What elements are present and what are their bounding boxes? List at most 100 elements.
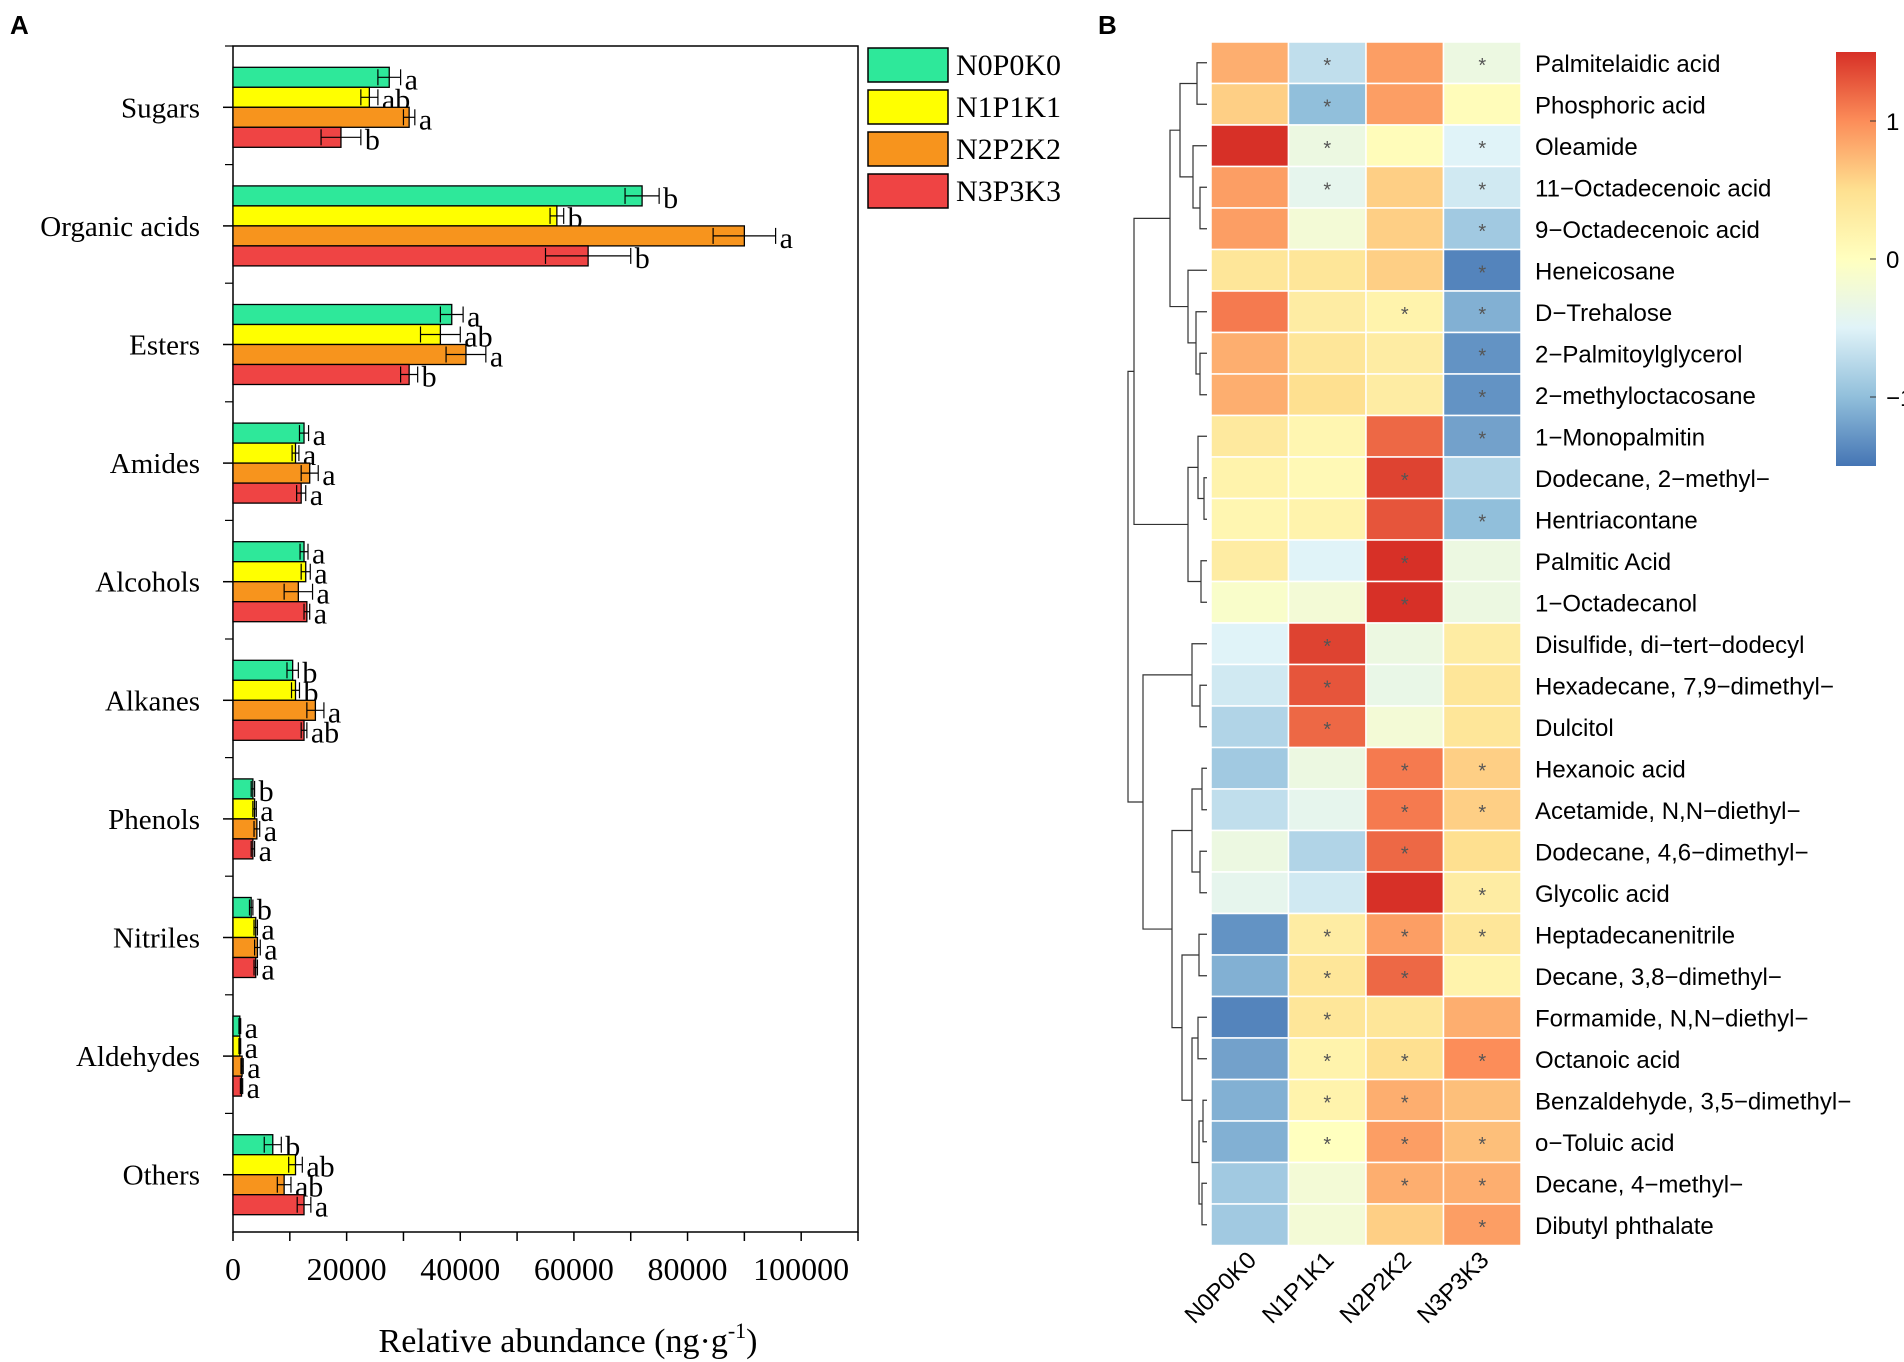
significance-star: * xyxy=(1323,1134,1331,1156)
row-label: Hexadecane, 7,9−dimethyl− xyxy=(1535,673,1834,700)
heatmap-cell xyxy=(1210,290,1290,334)
significance-star: * xyxy=(1401,470,1409,492)
significance-star: * xyxy=(1401,926,1409,948)
panel-b-letter: B xyxy=(1098,10,1117,40)
heatmap-cell xyxy=(1442,1161,1522,1205)
dendrogram-branch xyxy=(1179,82,1197,178)
significance-letter: a xyxy=(780,222,793,255)
heatmap-cell xyxy=(1287,580,1367,624)
heatmap-cell xyxy=(1210,207,1290,251)
heatmap-cell xyxy=(1287,871,1367,915)
significance-star: * xyxy=(1323,636,1331,658)
heatmap-cell xyxy=(1287,539,1367,583)
heatmap-cell xyxy=(1210,912,1290,956)
column-label: N2P2K2 xyxy=(1335,1247,1417,1329)
row-label: Hentriacontane xyxy=(1535,507,1698,534)
significance-star: * xyxy=(1401,1051,1409,1073)
significance-star: * xyxy=(1478,55,1486,77)
heatmap-cell xyxy=(1287,829,1367,873)
significance-letter: b xyxy=(422,361,437,394)
significance-star: * xyxy=(1478,1217,1486,1239)
bar xyxy=(232,561,307,583)
heatmap-cell xyxy=(1210,165,1290,209)
heatmap-cell xyxy=(1210,539,1290,583)
heatmap-cell xyxy=(1365,705,1445,749)
heatmap-cell xyxy=(1210,580,1290,624)
heatmap-cell xyxy=(1210,82,1290,126)
heatmap-cell xyxy=(1210,871,1290,915)
significance-letter: a xyxy=(247,1052,260,1085)
heatmap-cell xyxy=(1365,124,1445,168)
dendrogram-branch xyxy=(1197,1016,1207,1060)
dendrogram-branch xyxy=(1187,269,1207,344)
significance-letter: a xyxy=(490,341,503,374)
category-label: Sugars xyxy=(121,92,200,124)
heatmap-cell xyxy=(1287,995,1367,1039)
significance-letter: a xyxy=(264,815,277,848)
significance-letter: ab xyxy=(464,321,492,354)
significance-star: * xyxy=(1323,968,1331,990)
row-label: Formamide, N,N−diethyl− xyxy=(1535,1005,1808,1032)
heatmap-cell xyxy=(1442,1078,1522,1122)
heatmap-cell xyxy=(1365,165,1445,209)
x-tick-label: 80000 xyxy=(648,1251,728,1287)
significance-letter: a xyxy=(314,558,327,591)
significance-star: * xyxy=(1323,719,1331,741)
heatmap-cell xyxy=(1210,456,1290,500)
category-label: Esters xyxy=(129,330,200,362)
heatmap-cells: * * * * * * * * * * * * * * * * * * * * * * * * * * * * * * * * * * * * * * * *… xyxy=(1210,41,1522,1247)
bar xyxy=(232,896,252,919)
heatmap-cell xyxy=(1365,82,1445,126)
heatmap-cell xyxy=(1210,1120,1290,1164)
heatmap-cell xyxy=(1365,207,1445,251)
dendrogram-branch xyxy=(1133,217,1188,526)
bar xyxy=(232,363,410,386)
bar xyxy=(232,303,453,326)
heatmap-cell xyxy=(1287,248,1367,292)
heatmap-cell xyxy=(1210,248,1290,292)
heatmap-cell xyxy=(1365,663,1445,707)
row-label: 2−methyloctacosane xyxy=(1535,383,1756,410)
category-label: Organic acids xyxy=(40,211,200,243)
bar xyxy=(232,245,589,267)
row-label: Dodecane, 4,6−dimethyl− xyxy=(1535,839,1809,866)
bar xyxy=(232,323,442,346)
significance-star: * xyxy=(1323,1051,1331,1073)
bar xyxy=(232,956,257,979)
row-label: Hexanoic acid xyxy=(1535,756,1686,783)
bar xyxy=(232,936,259,959)
heatmap-cell xyxy=(1442,788,1522,832)
dendrogram-branch xyxy=(1142,674,1192,930)
significance-star: * xyxy=(1478,760,1486,782)
x-axis-label: Relative abundance (ng·g-1) xyxy=(379,1318,758,1360)
category-axis: Sugars Organic acids Esters Amides Alcohols A… xyxy=(40,45,233,1192)
heatmap-cell xyxy=(1210,1078,1290,1122)
heatmap-cell xyxy=(1287,1037,1367,1081)
significance-star: * xyxy=(1478,511,1486,533)
category-label: Nitriles xyxy=(113,923,200,955)
bar xyxy=(232,699,317,721)
row-label: Palmitelaidic acid xyxy=(1535,51,1720,78)
significance-star: * xyxy=(1323,1009,1331,1031)
significance-letter: a xyxy=(310,479,323,512)
bar xyxy=(232,679,297,701)
heatmap-cell xyxy=(1287,746,1367,790)
heatmap-cell xyxy=(1287,1161,1367,1205)
category-label: Alcohols xyxy=(95,567,200,599)
heatmap-cell xyxy=(1210,414,1290,458)
x-tick-label: 40000 xyxy=(420,1251,500,1287)
legend-label: N2P2K2 xyxy=(956,133,1061,166)
heatmap-cell xyxy=(1442,124,1522,168)
heatmap-cell xyxy=(1365,1203,1445,1247)
significance-star: * xyxy=(1401,802,1409,824)
significance-star: * xyxy=(1323,179,1331,201)
row-label: 9−Octadecenoic acid xyxy=(1535,217,1760,244)
significance-letter: a xyxy=(312,538,325,571)
significance-star: * xyxy=(1478,926,1486,948)
bar xyxy=(232,462,311,484)
heatmap-cell xyxy=(1287,1203,1367,1247)
bar xyxy=(232,541,305,563)
heatmap-cell xyxy=(1442,746,1522,790)
significance-letter: a xyxy=(419,103,432,136)
